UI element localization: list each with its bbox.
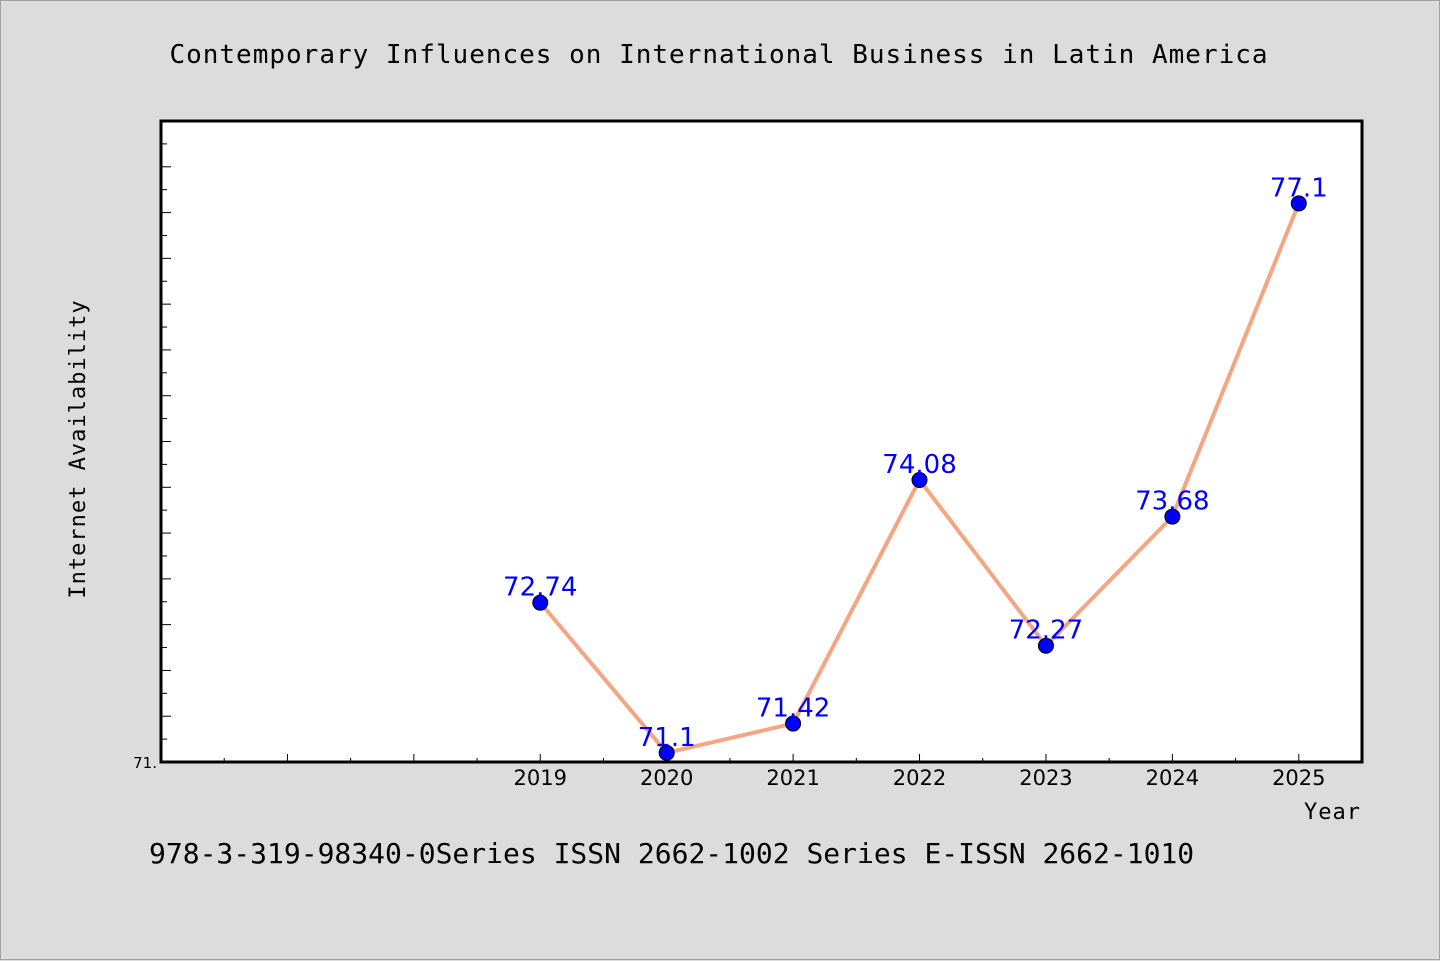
data-point <box>1290 195 1307 212</box>
x-tick-label: 2020 <box>640 766 693 790</box>
data-label: 74.08 <box>882 450 956 480</box>
data-series <box>532 195 1307 761</box>
data-point <box>532 594 549 611</box>
y-tick-label: 71. <box>133 754 157 772</box>
x-axis-label: Year <box>1304 800 1361 825</box>
data-point <box>1164 508 1181 525</box>
y-axis-label: Internet Availability <box>66 299 91 598</box>
x-tick-label: 2022 <box>893 766 946 790</box>
data-point <box>1037 637 1054 654</box>
data-label: 71.1 <box>638 723 696 753</box>
data-label: 72.27 <box>1009 616 1083 646</box>
x-tick-label: 2025 <box>1272 766 1325 790</box>
data-label: 77.1 <box>1270 173 1328 203</box>
data-label: 71.42 <box>756 694 830 724</box>
x-tick-label: 2019 <box>514 766 567 790</box>
chart-title: Contemporary Influences on International… <box>169 40 1268 70</box>
data-point <box>658 744 675 761</box>
footer-isbn-text: 978-3-319-98340-0Series ISSN 2662-1002 S… <box>149 837 1194 870</box>
x-axis-ticks: 2019 2020 2021 2022 2023 2024 2025 <box>160 754 1363 790</box>
data-labels: 72.74 71.1 71.42 74.08 72.27 73.68 77.1 <box>503 173 1328 752</box>
data-point <box>785 715 802 732</box>
data-point <box>911 471 928 488</box>
data-label: 72.74 <box>503 573 577 603</box>
x-tick-label: 2021 <box>766 766 819 790</box>
y-axis-ticks: 71. <box>133 120 171 772</box>
x-tick-label: 2024 <box>1146 766 1199 790</box>
data-label: 73.68 <box>1135 487 1209 517</box>
plot-area <box>159 119 1364 764</box>
x-tick-label: 2023 <box>1019 766 1072 790</box>
